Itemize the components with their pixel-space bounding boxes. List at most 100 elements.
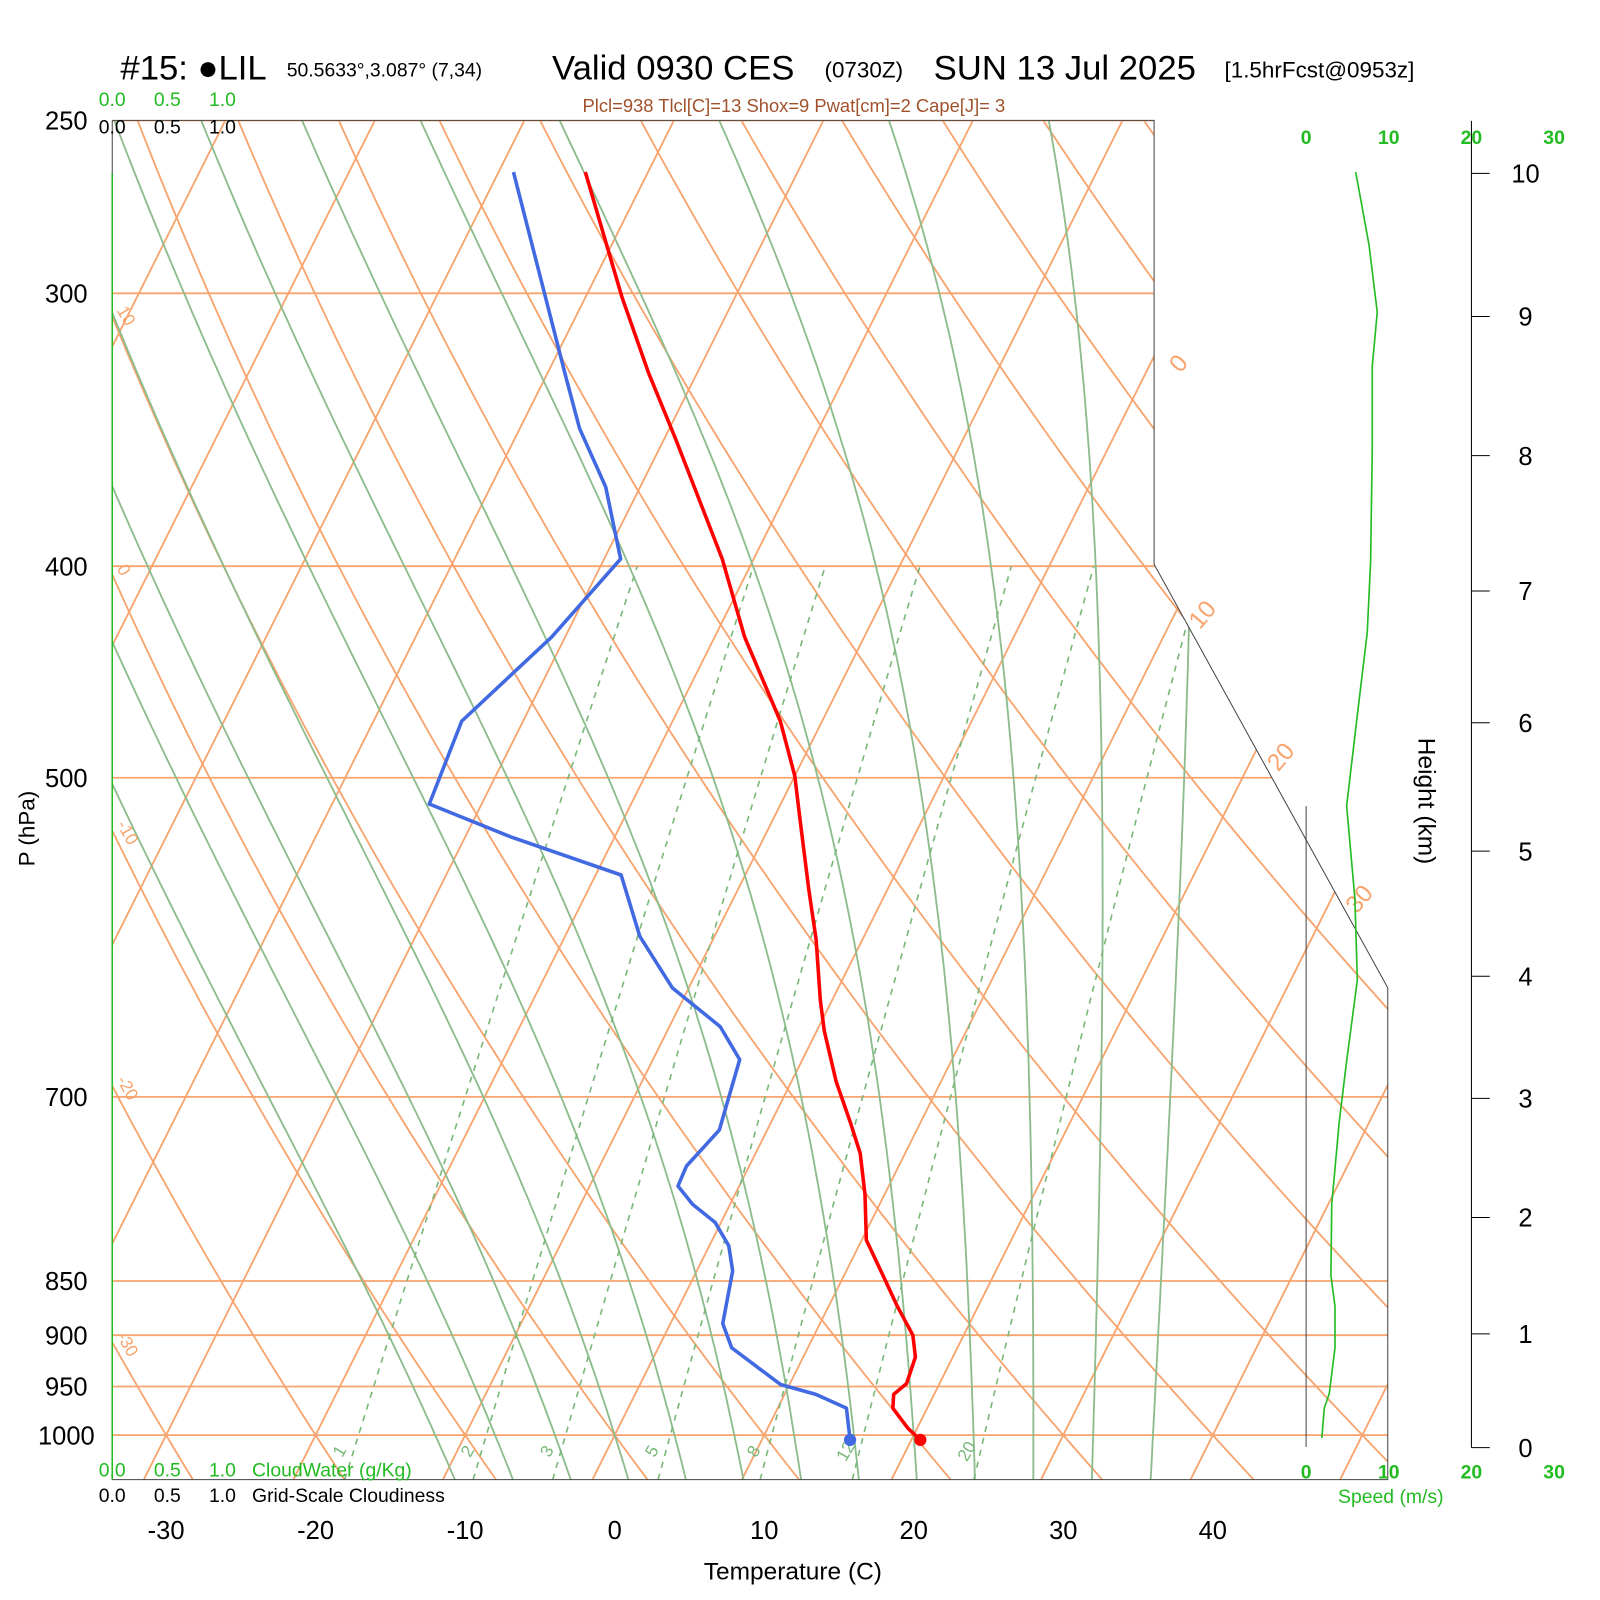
x-tick-label: -10 bbox=[447, 1517, 484, 1545]
dry-adiabat bbox=[112, 120, 497, 1480]
moist-adiabat bbox=[112, 120, 631, 1480]
cloud-tick-label: 1.0 bbox=[209, 89, 236, 111]
dry-adiabat bbox=[237, 120, 1103, 1480]
location: 50.5633°,3.087° (7,34) bbox=[287, 60, 482, 82]
cloudiness-label: Grid-Scale Cloudiness bbox=[252, 1485, 445, 1507]
x-axis-label: Temperature (C) bbox=[704, 1559, 882, 1586]
cloud-tick-label: 0.0 bbox=[99, 89, 126, 111]
mixing-ratio-line bbox=[343, 566, 639, 1480]
station: #15: ●LIL bbox=[120, 50, 266, 88]
dry-adiabat bbox=[639, 120, 1388, 1480]
cloud-tick-label: 0.5 bbox=[154, 1485, 181, 1507]
moist-adiabat bbox=[198, 120, 745, 1480]
date: SUN 13 Jul 2025 bbox=[934, 50, 1196, 88]
x-tick-label: -30 bbox=[148, 1517, 185, 1545]
wind-tick-label: 20 bbox=[1461, 127, 1483, 149]
cloud-tick-label: 0.0 bbox=[99, 117, 126, 139]
moist-adiabat bbox=[716, 120, 976, 1480]
y2-tick-label: 5 bbox=[1518, 838, 1532, 866]
y-tick-label: 700 bbox=[45, 1084, 88, 1112]
y2-tick-label: 1 bbox=[1518, 1321, 1532, 1349]
dry-adiabat bbox=[112, 120, 800, 1480]
dry-adiabat bbox=[112, 120, 346, 1480]
subtitle: Plcl=938 Tlcl[C]=13 Shox=9 Pwat[cm]=2 Ca… bbox=[583, 95, 1006, 116]
forecast: [1.5hrFcst@0953z] bbox=[1224, 58, 1414, 83]
y-tick-label: 1000 bbox=[38, 1422, 95, 1450]
y-tick-label: 850 bbox=[45, 1268, 88, 1296]
x-tick-label: 20 bbox=[900, 1517, 928, 1545]
y-tick-label: 250 bbox=[45, 108, 88, 136]
cloud-tick-label: 0.0 bbox=[99, 1460, 126, 1482]
dry-adiabat bbox=[740, 120, 1388, 1480]
moist-adiabat bbox=[418, 120, 861, 1480]
y2-axis-label: Height (km) bbox=[1412, 738, 1439, 864]
dry-adiabat bbox=[112, 120, 649, 1480]
surface-dot bbox=[843, 1433, 857, 1446]
cloud-tick-label: 0.5 bbox=[154, 117, 181, 139]
y-axis-label: P (hPa) bbox=[15, 791, 40, 867]
y2-tick-label: 7 bbox=[1518, 578, 1532, 606]
y2-tick-label: 10 bbox=[1511, 161, 1539, 189]
mixing-ratio-line bbox=[851, 566, 1095, 1480]
valid-time: Valid 0930 CES bbox=[552, 50, 794, 88]
y2-tick-label: 9 bbox=[1518, 304, 1532, 332]
cloud-tick-label: 0.0 bbox=[99, 1485, 126, 1507]
mixing-ratio-line bbox=[759, 566, 1013, 1480]
dry-adiabat bbox=[136, 120, 952, 1480]
moist-adiabat bbox=[112, 120, 458, 1480]
wind-tick-label: 30 bbox=[1543, 127, 1565, 149]
isotherm bbox=[890, 120, 1388, 1480]
wind-axis-label: Speed (m/s) bbox=[1338, 1486, 1444, 1508]
y2-tick-label: 8 bbox=[1518, 443, 1532, 471]
isotherm bbox=[442, 120, 1124, 1480]
wind-tick-label: 0 bbox=[1301, 127, 1312, 149]
sounding-line bbox=[427, 171, 852, 1441]
dry-adiabat bbox=[337, 120, 1255, 1480]
dry-adiabat bbox=[941, 120, 1388, 1480]
isotherm bbox=[143, 120, 825, 1480]
x-tick-label: 40 bbox=[1199, 1517, 1227, 1545]
wind-speed-line bbox=[1321, 171, 1379, 1439]
cloud-tick-label: 0.5 bbox=[154, 89, 181, 111]
moist-adiabat bbox=[557, 120, 918, 1480]
isotherm bbox=[112, 120, 675, 1480]
y2-tick-label: 6 bbox=[1518, 710, 1532, 738]
dry-adiabat bbox=[438, 120, 1388, 1480]
y-tick-label: 950 bbox=[45, 1374, 88, 1402]
moist-adiabat bbox=[299, 120, 803, 1480]
mixing-ratio-line bbox=[973, 566, 1203, 1480]
cloud-tick-label: 1.0 bbox=[209, 117, 236, 139]
cloud-tick-label: 1.0 bbox=[209, 1460, 236, 1482]
x-tick-label: 10 bbox=[750, 1517, 778, 1545]
cloudwater-label: CloudWater (g/Kg) bbox=[252, 1460, 412, 1482]
y2-tick-label: 0 bbox=[1518, 1435, 1532, 1463]
sounding-line bbox=[583, 171, 922, 1442]
x-tick-label: 30 bbox=[1049, 1517, 1077, 1545]
isotherm bbox=[1189, 120, 1388, 1480]
isotherm bbox=[292, 120, 974, 1480]
wind-tick-label: 0 bbox=[1301, 1462, 1312, 1484]
moist-adiabat bbox=[886, 120, 1035, 1480]
moist-adiabat bbox=[112, 120, 573, 1480]
x-tick-label: 0 bbox=[608, 1517, 622, 1545]
y-tick-label: 400 bbox=[45, 553, 88, 581]
wind-tick-label: 30 bbox=[1543, 1462, 1565, 1484]
x-tick-label: -20 bbox=[297, 1517, 334, 1545]
wind-tick-label: 20 bbox=[1461, 1462, 1483, 1484]
wind-tick-label: 10 bbox=[1378, 1462, 1400, 1484]
y2-tick-label: 2 bbox=[1518, 1205, 1532, 1233]
cloud-tick-label: 1.0 bbox=[209, 1485, 236, 1507]
isotherm bbox=[112, 120, 526, 1480]
moist-adiabat bbox=[112, 120, 688, 1480]
surface-dot bbox=[914, 1433, 927, 1446]
cloud-tick-label: 0.5 bbox=[154, 1460, 181, 1482]
zulu-time: (0730Z) bbox=[824, 58, 903, 83]
wind-tick-label: 10 bbox=[1378, 127, 1400, 149]
moist-adiabat bbox=[1047, 120, 1104, 1480]
y-tick-label: 900 bbox=[45, 1322, 88, 1350]
y2-tick-label: 3 bbox=[1518, 1086, 1532, 1114]
y2-tick-label: 4 bbox=[1518, 963, 1532, 991]
